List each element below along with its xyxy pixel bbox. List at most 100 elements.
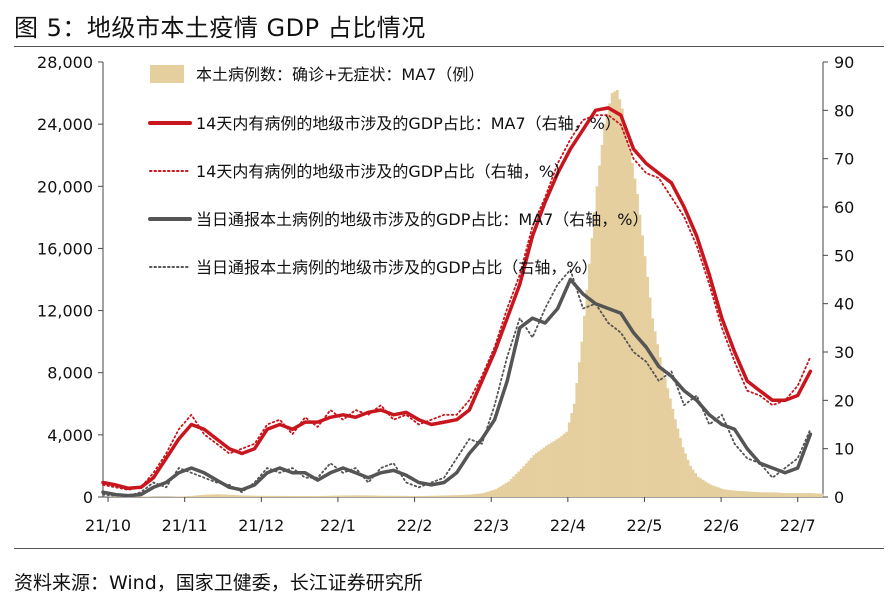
case-bar (820, 493, 824, 497)
case-bar (787, 493, 791, 497)
case-bar (239, 495, 243, 497)
case-bar (737, 490, 740, 497)
case-bar (320, 496, 324, 497)
case-bar (385, 495, 389, 497)
case-bar (663, 377, 667, 497)
case-bar (411, 495, 415, 497)
x-tick-label: 22/1 (320, 516, 356, 535)
case-bar (780, 492, 783, 497)
case-bar (593, 212, 596, 497)
case-bar (269, 495, 273, 497)
case-bar (186, 496, 190, 497)
case-bar (401, 495, 404, 497)
case-bar (368, 495, 372, 497)
case-bar (229, 494, 233, 497)
case-bar (431, 495, 435, 497)
case-bar (603, 124, 607, 498)
case-bar (686, 459, 690, 497)
case-bar (552, 441, 556, 497)
case-bar (383, 495, 387, 497)
case-bar (193, 495, 197, 497)
case-bar (436, 495, 440, 497)
figure-title: 图 5：地级市本土疫情 GDP 占比情况 (14, 14, 426, 42)
case-bar (264, 495, 268, 497)
case-bar (643, 256, 647, 497)
right-tick-label: 40 (834, 295, 854, 314)
case-bar (754, 492, 758, 497)
red-solid-series-line (101, 106, 813, 491)
case-bar (476, 493, 480, 497)
case-bar (661, 367, 665, 497)
case-bar (656, 344, 660, 497)
case-bar (360, 495, 364, 497)
case-bar (188, 495, 192, 497)
case-bar (373, 495, 377, 497)
case-bar (817, 493, 821, 497)
case-bar (224, 494, 228, 497)
case-bar (343, 495, 346, 497)
case-bar (257, 495, 260, 497)
right-tick-label: 0 (834, 488, 844, 507)
case-bar (497, 487, 500, 497)
case-bar (302, 496, 306, 497)
case-bar (221, 494, 225, 497)
case-bar (481, 493, 485, 497)
case-bar (729, 490, 733, 497)
case-bar (292, 496, 296, 497)
case-bar (714, 486, 718, 497)
case-bar (454, 495, 457, 497)
case-bar (689, 465, 692, 497)
case-bar (441, 495, 445, 497)
case-bar (252, 495, 255, 497)
case-bar (325, 495, 329, 497)
case-bar (519, 469, 523, 497)
left-tick-label: 0 (83, 488, 93, 507)
legend-label: 本土病例数：确诊+无症状：MA7（例） (196, 65, 484, 84)
tick-layer: 0 4,000 8,000 12,000 16,000 20,000 24,000 28,00… (37, 53, 854, 535)
left-tick-label: 20,000 (37, 177, 93, 196)
case-bar (461, 494, 465, 497)
case-bar (633, 178, 637, 497)
case-bar (694, 473, 697, 497)
x-tick-label: 22/7 (780, 516, 816, 535)
case-bar (391, 495, 394, 497)
case-bar (310, 496, 313, 497)
right-tick-label: 30 (834, 343, 854, 362)
case-bar (580, 341, 584, 497)
case-bar (375, 495, 379, 497)
case-bar (277, 495, 281, 497)
case-bar (216, 494, 220, 497)
case-bar (529, 457, 533, 497)
case-bar (444, 495, 447, 497)
case-bar (512, 476, 516, 497)
case-bar (396, 495, 399, 497)
case-bar (317, 496, 321, 497)
case-bar (236, 495, 240, 497)
case-bar (398, 495, 402, 497)
red-dotted-series-line (102, 114, 812, 491)
case-bar (259, 495, 263, 497)
case-bar (504, 483, 508, 497)
case-bar (752, 491, 756, 497)
case-bar (560, 435, 564, 497)
x-tick-label: 22/4 (550, 516, 586, 535)
case-bar (699, 478, 703, 497)
chart: 0 4,000 8,000 12,000 16,000 20,000 24,000 28,00… (37, 53, 854, 535)
case-bar (345, 495, 349, 497)
case-bar (439, 495, 442, 497)
case-bar (297, 496, 301, 497)
case-bar (181, 496, 185, 497)
case-bar (471, 494, 475, 497)
case-bar (474, 493, 478, 497)
case-bar (469, 494, 473, 497)
x-tick-label: 21/12 (238, 516, 284, 535)
case-bar (514, 474, 518, 497)
case-bar (451, 495, 455, 497)
case-bar (800, 493, 804, 497)
case-bar (575, 383, 579, 497)
left-tick-label: 12,000 (37, 302, 93, 321)
case-bar (792, 493, 796, 497)
case-bar (782, 492, 786, 497)
case-bar (595, 186, 599, 498)
case-bar (570, 413, 574, 497)
